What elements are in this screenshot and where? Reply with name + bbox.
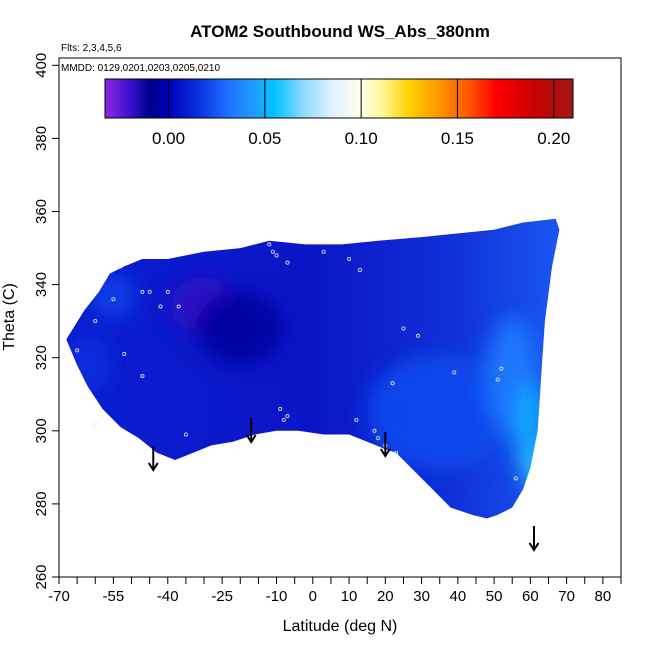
sample-point: [347, 257, 352, 262]
colorbar-gridlines: [168, 79, 555, 118]
colorbar-tick-label: 0.20: [537, 129, 570, 148]
x-tick-label: -40: [157, 588, 179, 605]
flight-arrows: [147, 418, 540, 552]
x-axis-label: Latitude (deg N): [283, 618, 398, 635]
sample-point: [401, 326, 406, 331]
x-axis: -70 -55 -40 -25 -10 0 10 20 30 40 50 60 70 80: [48, 577, 622, 605]
sample-point: [321, 249, 326, 254]
x-tick-label: -25: [211, 588, 233, 605]
x-tick-label: -10: [266, 588, 288, 605]
field-patch: [66, 335, 110, 395]
sample-point: [274, 253, 279, 258]
sample-point: [357, 267, 362, 272]
sample-point: [165, 289, 170, 294]
sample-point: [270, 249, 275, 254]
sample-point: [354, 417, 359, 422]
y-tick-label: 380: [33, 126, 50, 151]
y-axis: 260 280 300 320 340 360 380 400: [33, 53, 59, 590]
colorbar-tick-labels: 0.00 0.05 0.10 0.15 0.20: [152, 129, 570, 148]
sample-point: [183, 432, 188, 437]
colorbar-frame: [104, 78, 574, 119]
y-tick-label: 340: [33, 272, 50, 297]
sample-point: [147, 289, 152, 294]
field-patch: [523, 445, 545, 490]
sample-point: [118, 264, 123, 269]
flight-arrow: [528, 526, 540, 552]
plot-frame: [58, 57, 622, 578]
flight-arrow: [147, 446, 159, 472]
colorbar-tick-label: 0.10: [345, 129, 378, 148]
x-tick-label: 50: [486, 588, 503, 605]
flight-arrow: [379, 432, 391, 458]
sample-point: [285, 260, 290, 265]
y-tick-label: 360: [33, 199, 50, 224]
colorbar: 0.00 0.05 0.10 0.15 0.20: [104, 78, 574, 148]
sample-point: [376, 436, 381, 441]
y-tick-label: 400: [33, 53, 50, 78]
x-tick-label: 60: [522, 588, 539, 605]
sample-point: [452, 370, 457, 375]
sample-point: [285, 414, 290, 419]
y-tick-label: 280: [33, 491, 50, 516]
sample-point: [278, 406, 283, 411]
sample-point: [111, 297, 116, 302]
sample-point: [122, 352, 127, 357]
sample-point: [499, 366, 504, 371]
sample-point: [281, 417, 286, 422]
sample-point: [93, 421, 98, 426]
sample-point: [176, 304, 181, 309]
sample-point: [93, 319, 98, 324]
flights-label: Flts: 2,3,4,5,6: [61, 43, 122, 54]
sample-point: [267, 242, 272, 247]
sample-point: [75, 348, 80, 353]
sample-point: [394, 450, 399, 455]
field-patches: [66, 273, 545, 490]
sample-point: [390, 381, 395, 386]
sample-point: [140, 289, 145, 294]
x-tick-label: 80: [595, 588, 612, 605]
y-tick-label: 320: [33, 345, 50, 370]
colorbar-tick-label: 0.05: [248, 129, 281, 148]
x-tick-label: 0: [309, 588, 317, 605]
x-tick-label: 40: [449, 588, 466, 605]
sample-point: [495, 377, 500, 382]
sample-point: [415, 333, 420, 338]
colorbar-tick-label: 0.00: [152, 129, 185, 148]
y-tick-label: 300: [33, 418, 50, 443]
x-tick-label: 70: [558, 588, 575, 605]
sample-point: [158, 304, 163, 309]
y-tick-label: 260: [33, 564, 50, 589]
field-patch: [196, 291, 284, 366]
x-tick-label: -55: [103, 588, 125, 605]
sample-point: [140, 373, 145, 378]
x-tick-label: 30: [413, 588, 430, 605]
sample-point: [372, 428, 377, 433]
x-tick-label: 10: [341, 588, 358, 605]
sample-points: [75, 242, 518, 481]
x-tick-label: -70: [48, 588, 70, 605]
chart-title: ATOM2 Southbound WS_Abs_380nm: [190, 22, 490, 41]
field-patch: [367, 354, 513, 472]
x-tick-label: 20: [377, 588, 394, 605]
field-patch: [91, 273, 136, 318]
y-axis-label: Theta (C): [1, 283, 18, 351]
colorbar-tick-label: 0.15: [441, 129, 474, 148]
sample-point: [513, 476, 518, 481]
flight-arrow: [245, 418, 257, 444]
dates-label: MMDD: 0129,0201,0203,0205,0210: [61, 63, 220, 74]
colorbar-gradient: [105, 79, 573, 118]
